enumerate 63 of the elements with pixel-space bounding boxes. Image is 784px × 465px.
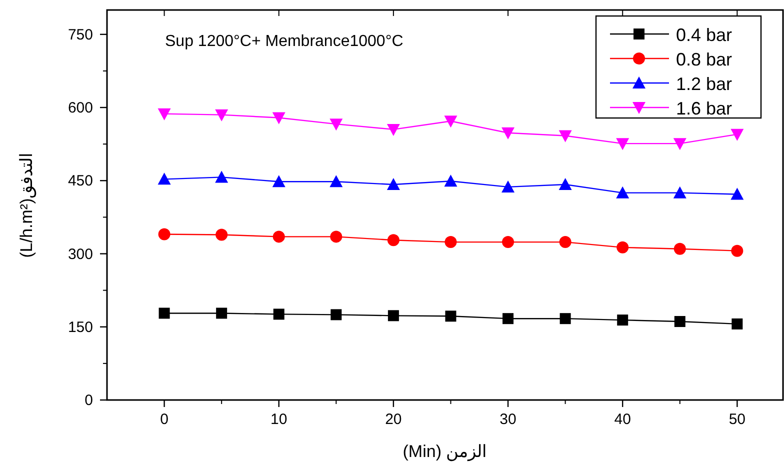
- point: [386, 178, 400, 190]
- point: [502, 127, 515, 140]
- y-tick-label: 300: [68, 246, 93, 263]
- point: [559, 236, 572, 248]
- point: [502, 180, 515, 192]
- legend-label: 1.6 bar: [676, 98, 732, 118]
- point: [386, 124, 400, 136]
- point: [560, 313, 571, 324]
- y-tick-label: 750: [68, 26, 93, 44]
- point: [444, 174, 458, 187]
- text: Sup 1200°C+ Membrance1000°C: [165, 33, 404, 50]
- point: [388, 310, 399, 322]
- legend-label: 1.2 bar: [676, 74, 732, 94]
- point: [674, 242, 686, 255]
- x-tick-label: 0: [160, 411, 168, 428]
- point: [558, 178, 572, 190]
- point: [731, 244, 744, 257]
- point: [216, 308, 228, 319]
- point: [272, 112, 286, 124]
- legend-label: 0.8 bar: [676, 50, 732, 70]
- point: [158, 228, 170, 240]
- point: [444, 236, 457, 248]
- point: [730, 188, 744, 200]
- point: [158, 108, 171, 120]
- y-tick-label: 600: [68, 100, 93, 116]
- point: [330, 230, 342, 243]
- point: [330, 175, 343, 188]
- point: [272, 230, 285, 243]
- point: [616, 186, 630, 198]
- x-tick-label: 20: [385, 411, 402, 428]
- x-tick-label: 50: [728, 411, 746, 428]
- point: [558, 130, 572, 142]
- x-tick-label: 10: [270, 411, 288, 428]
- point: [616, 138, 630, 150]
- point: [215, 109, 228, 122]
- legend-label: 0.4 bar: [676, 25, 732, 45]
- point: [387, 234, 400, 246]
- point: [730, 128, 744, 141]
- point: [616, 241, 629, 254]
- point: [216, 228, 228, 241]
- point: [617, 314, 628, 326]
- point: [330, 309, 342, 320]
- point: [273, 308, 284, 320]
- x-tick-label: 30: [500, 411, 516, 428]
- y-axis-title: (L/h.m²)التدفق: [17, 152, 37, 258]
- point: [502, 313, 514, 324]
- x-axis-title: (Min) الزمن: [402, 442, 488, 462]
- point: [673, 186, 686, 198]
- y-tick-label: 150: [68, 318, 93, 336]
- point: [673, 138, 686, 150]
- y-tick-label: 450: [68, 172, 93, 190]
- point: [158, 172, 171, 185]
- point: [502, 236, 514, 248]
- y-tick-label: 0: [84, 392, 93, 409]
- point: [674, 316, 686, 328]
- point: [215, 170, 228, 183]
- point: [445, 310, 456, 322]
- point: [330, 118, 343, 131]
- point: [158, 308, 170, 319]
- x-tick-label: 40: [614, 411, 631, 428]
- point: [732, 318, 743, 330]
- point: [444, 116, 458, 128]
- point: [272, 175, 286, 188]
